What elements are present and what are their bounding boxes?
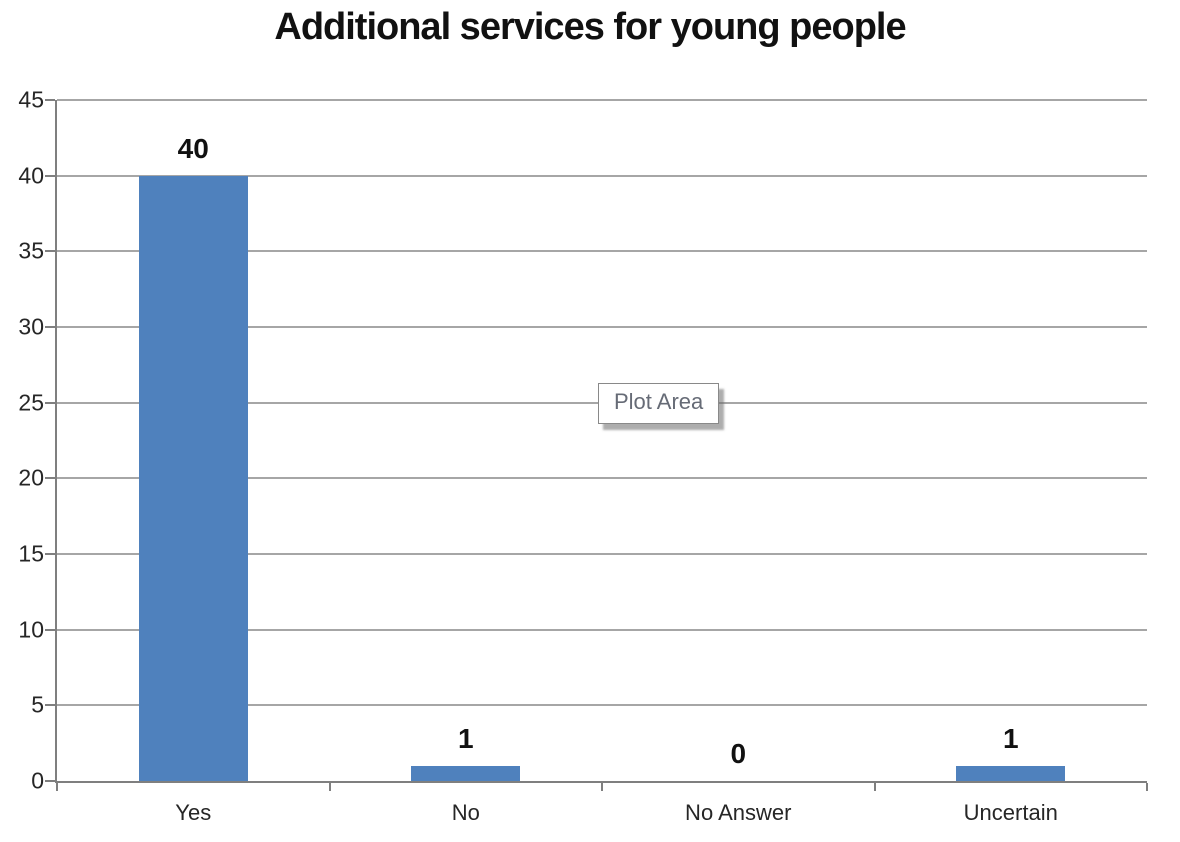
x-axis-labels: Yes No No Answer Uncertain	[57, 800, 1147, 830]
category-label-yes: Yes	[175, 800, 212, 825]
y-tick-mark-15	[45, 552, 55, 555]
y-axis-labels: 0 5 10 15 20 25 30 35 40 45	[0, 88, 44, 792]
x-tick-mark-0	[56, 783, 58, 791]
gridline-45	[57, 99, 1147, 101]
data-label-no-answer: 0	[730, 738, 747, 769]
y-tick-label-30: 30	[18, 313, 44, 340]
y-tick-label-0: 0	[31, 767, 44, 794]
category-label-no-answer: No Answer	[685, 800, 792, 825]
gridline-35	[57, 250, 1147, 253]
y-tick-mark-45	[45, 99, 55, 101]
gridline-40	[57, 174, 1147, 177]
y-tick-mark-25	[45, 401, 55, 404]
y-tick-mark-40	[45, 174, 55, 177]
y-tick-label-40: 40	[18, 162, 44, 189]
gridline-15	[57, 552, 1147, 555]
gridline-10	[57, 628, 1147, 631]
x-tick-mark-3	[873, 783, 876, 791]
plot-area-tooltip: Plot Area	[598, 383, 720, 425]
y-tick-mark-20	[45, 477, 55, 480]
y-tick-mark-0	[45, 780, 55, 782]
gridline-20	[57, 477, 1147, 480]
y-tick-mark-10	[45, 628, 55, 631]
x-tick-mark-2	[601, 783, 603, 791]
x-tick-mark-1	[328, 783, 331, 791]
bar-yes[interactable]	[138, 175, 248, 781]
y-tick-mark-35	[45, 250, 55, 253]
y-tick-label-15: 15	[18, 540, 44, 567]
y-tick-label-45: 45	[18, 86, 44, 113]
data-label-yes: 40	[177, 132, 209, 164]
bar-no[interactable]	[411, 765, 521, 781]
y-tick-mark-30	[45, 325, 55, 328]
y-tick-mark-5	[45, 704, 55, 707]
gridline-5	[57, 704, 1147, 707]
x-tick-mark-4	[1146, 783, 1148, 791]
data-label-no: 1	[457, 722, 474, 754]
bar-uncertain[interactable]	[956, 765, 1066, 781]
chart-title: Additional services for young people	[274, 6, 906, 48]
data-label-uncertain: 1	[1002, 722, 1019, 754]
category-label-uncertain: Uncertain	[963, 800, 1058, 825]
y-tick-label-35: 35	[18, 237, 44, 264]
gridline-30	[57, 325, 1147, 328]
y-tick-label-20: 20	[18, 464, 44, 491]
category-label-no: No	[451, 800, 480, 825]
y-tick-label-25: 25	[18, 389, 44, 416]
y-tick-label-10: 10	[18, 616, 44, 643]
plot-area[interactable]: 40 1 0 1	[45, 99, 1148, 791]
plot-area-tooltip-label: Plot Area	[614, 389, 704, 414]
y-tick-label-5: 5	[31, 691, 44, 718]
